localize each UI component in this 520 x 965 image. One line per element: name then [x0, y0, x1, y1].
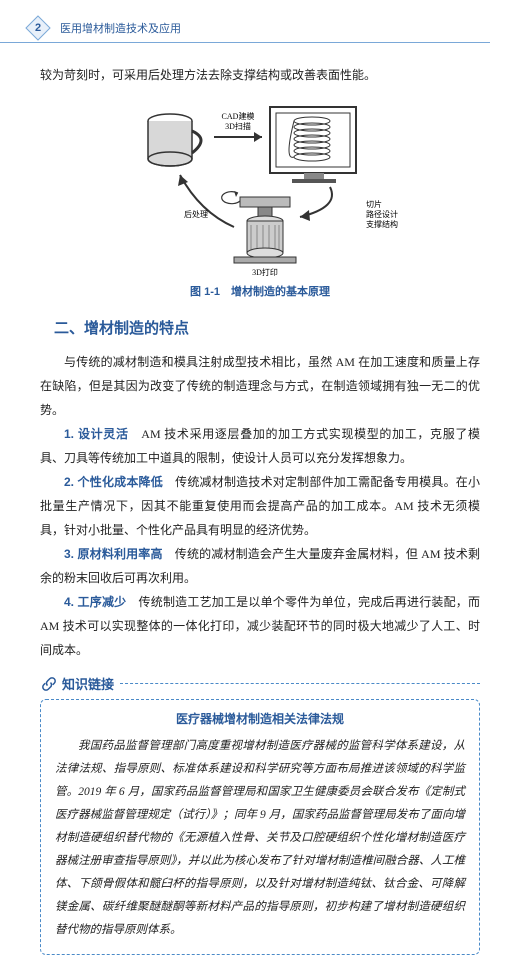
item-3-label: 3. 原材料利用率高 [64, 547, 163, 561]
scan-label: 3D扫描 [225, 121, 251, 131]
item-4: 4. 工序减少 传统制造工艺加工是以单个零件为单位，完成后再进行装配，而 AM … [40, 590, 480, 662]
knowledge-text: 我国药品监督管理部门高度重视增材制造医疗器械的监管科学体系建设，从法律法规、指导… [55, 735, 465, 942]
item-1-label: 1. 设计灵活 [64, 427, 129, 441]
intro-paragraph: 较为苛刻时，可采用后处理方法去除支撑结构或改善表面性能。 [40, 63, 480, 87]
diagram-figure: CAD建模 3D扫描 切片 路径设计 支撑结构 [40, 97, 480, 277]
dashed-line [120, 683, 480, 684]
arrow-down-icon [300, 187, 332, 221]
figure-caption: 图 1-1 增材制造的基本原理 [40, 283, 480, 299]
knowledge-label: 知识链接 [62, 674, 114, 693]
item-2: 2. 个性化成本降低 传统减材制造技术对定制部件加工需配备专用模具。在小批量生产… [40, 470, 480, 542]
post-label: 后处理 [184, 209, 208, 219]
cup-icon [148, 114, 201, 166]
slice-label-3: 支撑结构 [366, 219, 398, 229]
am-process-diagram: CAD建模 3D扫描 切片 路径设计 支撑结构 [110, 97, 410, 277]
link-icon [40, 675, 58, 693]
arrow-up-icon [178, 175, 234, 227]
arrow-right-icon [214, 132, 262, 142]
book-title: 医用增材制造技术及应用 [60, 20, 181, 36]
page-number: 2 [35, 22, 41, 34]
slice-label-1: 切片 [366, 199, 382, 209]
knowledge-box-title: 医疗器械增材制造相关法律法规 [55, 710, 465, 727]
page-number-badge: 2 [24, 18, 52, 38]
item-2-label: 2. 个性化成本降低 [64, 475, 163, 489]
print-label: 3D打印 [252, 267, 278, 277]
page-content: 较为苛刻时，可采用后处理方法去除支撑结构或改善表面性能。 CAD建模 3D扫描 [0, 43, 520, 965]
section-intro: 与传统的减材制造和模具注射成型技术相比，虽然 AM 在加工速度和质量上存在缺陷，… [40, 350, 480, 422]
item-4-label: 4. 工序减少 [64, 595, 126, 609]
section-heading: 二、增材制造的特点 [54, 317, 480, 338]
slice-label-2: 路径设计 [366, 209, 398, 219]
knowledge-box: 医疗器械增材制造相关法律法规 我国药品监督管理部门高度重视增材制造医疗器械的监管… [40, 699, 480, 955]
item-3: 3. 原材料利用率高 传统的减材制造会产生大量废弃金属材料，但 AM 技术剩余的… [40, 542, 480, 590]
printer-icon [234, 197, 296, 263]
item-1: 1. 设计灵活 AM 技术采用逐层叠加的加工方式实现模型的加工，克服了模具、刀具… [40, 422, 480, 470]
page-header: 2 医用增材制造技术及应用 [0, 0, 490, 43]
cad-label: CAD建模 [222, 111, 255, 121]
monitor-icon [270, 107, 356, 183]
knowledge-header: 知识链接 [40, 674, 480, 693]
cycle-icon [222, 191, 240, 204]
